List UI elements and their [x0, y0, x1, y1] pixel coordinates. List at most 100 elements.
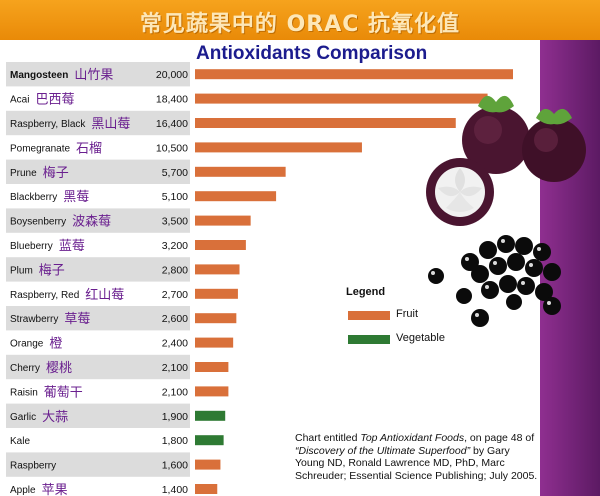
chinese-name-label: 红山莓 [85, 287, 124, 303]
acai-berries-image [428, 235, 561, 327]
value-label: 2,100 [162, 362, 188, 374]
chinese-name-label: 黑山莓 [91, 117, 130, 132]
bar [195, 288, 238, 299]
value-label: 1,400 [162, 484, 188, 496]
value-label: 5,100 [162, 191, 188, 203]
chinese-name-label: 苹果 [42, 483, 68, 496]
bar [195, 118, 456, 128]
bar [195, 215, 251, 226]
chinese-name-label: 波森莓 [72, 215, 111, 230]
row-background [6, 159, 190, 184]
chinese-name-label: 黑莓 [63, 190, 89, 205]
value-label: 16,400 [156, 118, 188, 130]
source-line2-suffix: by Gary [470, 444, 510, 457]
value-label: 1,800 [162, 435, 188, 447]
mangosteen-image [426, 95, 586, 226]
source-citation: Chart entitled Top Antioxidant Foods, on… [295, 432, 545, 482]
bar [195, 410, 226, 421]
row-background [6, 354, 190, 380]
source-book-chart-title: Top Antioxidant Foods [360, 432, 465, 444]
chinese-name-label: 草莓 [64, 312, 90, 327]
title-banner: 常见蔬果中的 ORAC 抗氧化值 [0, 0, 600, 40]
value-label: 2,800 [162, 264, 188, 276]
category-label: Plum [10, 265, 33, 276]
banner-title: 常见蔬果中的 ORAC 抗氧化值 [139, 12, 461, 37]
legend: Legend Fruit Vegetable [346, 286, 466, 356]
bar [195, 142, 362, 153]
acai-highlights [431, 239, 551, 317]
bar [195, 93, 488, 104]
category-label: Boysenberry [10, 217, 66, 228]
bar [195, 386, 229, 397]
category-label: Raisin [10, 387, 38, 398]
value-label: 2,400 [162, 338, 188, 350]
chinese-name-label: 葡萄干 [44, 385, 83, 400]
category-label: Acai [10, 95, 29, 106]
row-background [6, 306, 190, 331]
chinese-name-label: 蓝莓 [59, 239, 85, 254]
category-label: Apple [10, 485, 36, 496]
legend-label-fruit: Fruit [396, 308, 418, 320]
row-background [6, 452, 190, 477]
chinese-name-label: 梅子 [43, 166, 69, 181]
source-line1-prefix: Chart entitled [295, 432, 361, 444]
bar [195, 484, 218, 494]
value-label: 3,200 [162, 240, 188, 252]
bar [195, 69, 513, 80]
category-label: Raspberry, Black [10, 119, 86, 130]
bar [195, 240, 246, 250]
chinese-name-label: 樱桃 [46, 360, 72, 376]
bar [195, 264, 240, 275]
chinese-name-label: 橙 [49, 337, 62, 352]
row-background [6, 257, 190, 282]
category-label: Cherry [10, 363, 40, 374]
category-label: Raspberry, Red [10, 290, 79, 301]
category-label: Raspberry [10, 461, 56, 472]
chinese-name-label: 梅子 [39, 263, 65, 278]
bar [195, 435, 224, 446]
category-label: Blueberry [10, 241, 53, 252]
value-label: 10,500 [156, 142, 188, 154]
value-label: 2,600 [162, 313, 188, 325]
legend-title: Legend [346, 286, 386, 298]
antioxidant-bar-chart: Mangosteen 山竹果 20,000 Acai 巴西莓 18,400 Raspberr… [6, 62, 513, 496]
chinese-name-label: 大蒜 [42, 410, 68, 425]
legend-swatch-vegetable [348, 335, 390, 344]
value-label: 2,100 [162, 386, 188, 398]
source-publisher: Schreuder; Essential Science Publishing;… [295, 469, 538, 482]
category-label: Blackberry [10, 192, 57, 203]
category-label: Garlic [10, 412, 36, 423]
row-background [6, 403, 190, 428]
source-book-title: “Discovery of the Ultimate Superfood” [295, 444, 471, 457]
bar [195, 166, 286, 177]
row-background [6, 208, 190, 233]
category-label: Prune [10, 168, 37, 179]
value-label: 5,700 [162, 167, 188, 179]
bar [195, 362, 229, 372]
category-label: Strawberry [10, 314, 58, 325]
legend-label-vegetable: Vegetable [396, 332, 445, 344]
chinese-name-label: 巴西莓 [35, 93, 74, 108]
category-label: Mangosteen [10, 70, 68, 81]
value-label: 1,600 [162, 460, 188, 472]
category-label: Orange [10, 339, 44, 350]
row-background [6, 62, 190, 87]
chinese-name-label: 山竹果 [74, 68, 113, 83]
value-label: 20,000 [156, 69, 188, 81]
value-label: 3,500 [162, 216, 188, 228]
value-label: 18,400 [156, 94, 188, 106]
source-authors: Young ND, Ronald Lawrence MD, PhD, Marc [295, 457, 505, 469]
category-label: Kale [10, 436, 30, 447]
bar [195, 459, 221, 470]
source-line1-suffix: , on page 48 of [464, 432, 535, 444]
bar [195, 313, 237, 324]
chinese-name-label: 石榴 [76, 141, 102, 156]
bar [195, 337, 234, 348]
row-background [6, 110, 190, 136]
value-label: 2,700 [162, 289, 188, 301]
chart-title: Antioxidants Comparison [196, 43, 428, 64]
legend-swatch-fruit [348, 311, 390, 320]
bar [195, 191, 277, 202]
category-label: Pomegranate [10, 143, 70, 154]
